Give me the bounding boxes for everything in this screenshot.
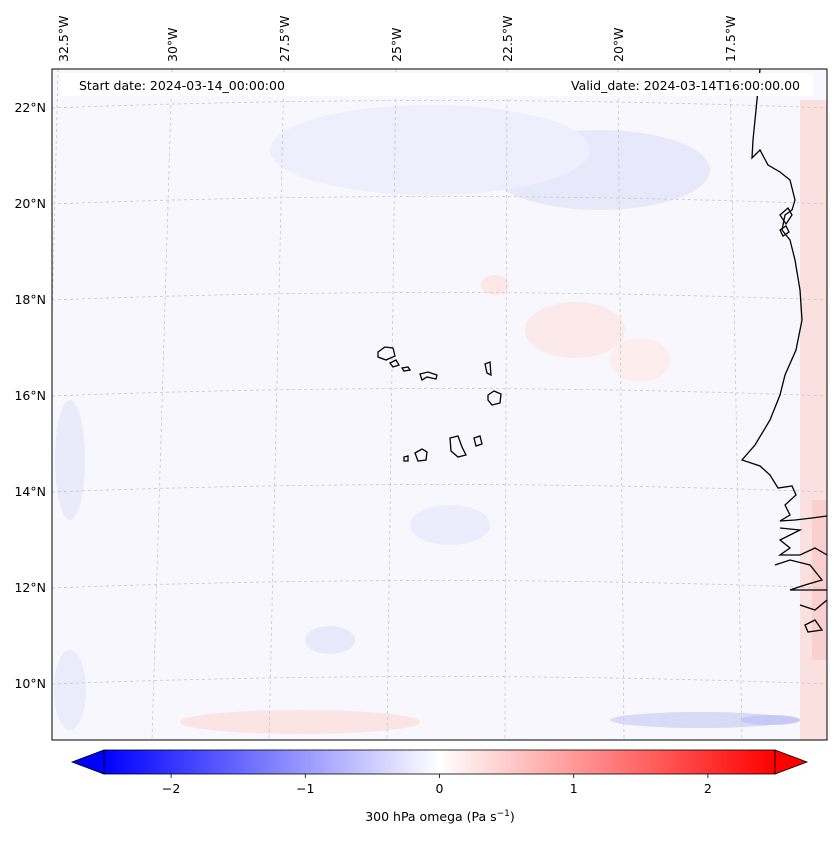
island: [389, 359, 400, 368]
omega-patch: [180, 710, 420, 734]
colorbar: −2 −1 0 1 2 300 hPa omega (Pa s−1): [70, 749, 809, 824]
lon-label: 32.5°W: [56, 16, 71, 62]
island: [400, 366, 412, 372]
omega-patch: [481, 275, 509, 295]
gridlines: [52, 69, 827, 740]
island: [419, 371, 438, 381]
colorbar-gradient: [103, 749, 776, 775]
colorbar-tick-label: −1: [296, 781, 314, 796]
colorbar-extend-min: [70, 749, 105, 775]
lat-label: 16°N: [14, 388, 46, 403]
lon-label: 30°W: [165, 27, 180, 62]
lat-label: 12°N: [14, 580, 46, 595]
omega-field: [54, 100, 827, 740]
omega-patch: [610, 712, 790, 728]
map-panel: Start date: 2024-03-14_00:00:00 Valid_da…: [51, 68, 828, 741]
colorbar-label-exponent: −1: [497, 809, 510, 819]
omega-patch: [610, 338, 670, 382]
african-coastline: [740, 69, 827, 522]
colorbar-label-close: ): [510, 809, 515, 824]
island: [414, 448, 428, 462]
island: [377, 346, 396, 361]
latitude-labels: 22°N 20°N 18°N 16°N 14°N 12°N 10°N: [14, 100, 46, 691]
omega-patch: [305, 626, 355, 654]
colorbar-label: 300 hPa omega (Pa s−1): [365, 809, 515, 824]
omega-patch: [54, 650, 86, 730]
map-frame: [51, 68, 828, 741]
lon-gridline: [504, 69, 508, 740]
start-date-label: Start date: 2024-03-14_00:00:00: [79, 78, 285, 93]
colorbar-tick-label: 0: [436, 781, 444, 796]
lat-label: 18°N: [14, 292, 46, 307]
omega-patch: [55, 400, 85, 520]
lat-label: 22°N: [14, 100, 46, 115]
colorbar-tick-label: 1: [570, 781, 578, 796]
colorbar-extend-max: [774, 749, 809, 775]
african-coastline: [799, 599, 827, 633]
lon-gridline: [151, 69, 173, 740]
lon-label: 22.5°W: [500, 16, 515, 62]
island: [403, 455, 409, 462]
african-coastline: [774, 559, 827, 591]
date-banner: [60, 73, 813, 96]
omega-patch: [812, 500, 827, 660]
colorbar-ticks: −2 −1 0 1 2: [162, 774, 712, 796]
lat-gridline: [52, 292, 827, 301]
colorbar-tick-label: −2: [162, 781, 180, 796]
island: [779, 206, 793, 226]
african-coastline: [777, 527, 827, 556]
lat-gridline: [52, 196, 827, 205]
valid-date-label: Valid_date: 2024-03-14T16:00:00.00: [571, 78, 800, 93]
lat-gridline: [52, 580, 827, 589]
island: [449, 435, 467, 458]
lon-label: 20°W: [611, 27, 626, 62]
lon-gridline: [268, 69, 285, 740]
cape-verde-islands: [377, 346, 502, 462]
island: [779, 225, 790, 237]
colorbar-label-text: 300 hPa omega (Pa s: [365, 809, 496, 824]
island: [484, 361, 492, 377]
lat-gridline: [52, 676, 827, 685]
omega-patch: [270, 105, 590, 195]
lon-label: 25°W: [389, 27, 404, 62]
omega-patch: [740, 715, 800, 725]
lat-label: 20°N: [14, 196, 46, 211]
lat-gridline: [52, 484, 827, 493]
omega-patch: [410, 505, 490, 545]
lat-label: 14°N: [14, 484, 46, 499]
colorbar-tick-label: 2: [704, 781, 712, 796]
lon-gridline: [729, 69, 743, 740]
lon-gridline: [617, 69, 625, 740]
coastlines: [740, 69, 827, 633]
island: [487, 390, 502, 406]
lat-gridline: [52, 388, 827, 397]
island: [473, 435, 483, 447]
lon-label: 17.5°W: [723, 16, 738, 62]
omega-patch: [525, 302, 625, 358]
longitude-labels: 32.5°W 30°W 27.5°W 25°W 22.5°W 20°W 17.5…: [56, 16, 738, 62]
lon-gridline: [386, 69, 397, 740]
lat-label: 10°N: [14, 676, 46, 691]
lon-label: 27.5°W: [277, 16, 292, 62]
lat-gridline: [52, 100, 827, 109]
